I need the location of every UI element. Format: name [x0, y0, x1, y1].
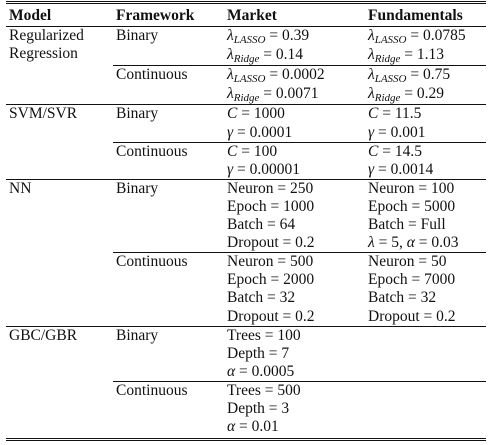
market-param-line: Trees = 100: [227, 326, 301, 344]
bottom-rule: [6, 438, 486, 439]
bottom-rule-double: [6, 440, 486, 441]
fundamentals-param-line: λRidge = 0.29: [368, 85, 445, 105]
framework-cell: Binary: [113, 104, 224, 143]
fundamentals-param-line: λ = 5, α = 0.03: [368, 234, 459, 252]
table-row: Continuous C = 100 γ = 0.00001 C = 14.5 γ = …: [6, 141, 486, 180]
market-param-line: Epoch = 1000: [227, 197, 315, 215]
header-row: Model Framework Market Fundamentals: [6, 3, 486, 28]
market-param-line: λRidge = 0.0071: [227, 85, 319, 105]
table-row: NN Binary Neuron = 250 Epoch = 1000 Batch = …: [6, 178, 486, 253]
market-param-line: γ = 0.0001: [227, 123, 293, 141]
model-cell: NN: [6, 178, 113, 253]
fundamentals-cell: [365, 380, 486, 437]
framework-cell: Continuous: [113, 141, 224, 180]
market-param-line: Dropout = 0.2: [227, 234, 315, 252]
market-param-line: Neuron = 500: [227, 253, 314, 271]
market-param-line: C = 100: [227, 142, 278, 160]
market-param-line: γ = 0.00001: [227, 160, 300, 178]
fundamentals-cell: Neuron = 100 Epoch = 5000 Batch = Full λ = …: [365, 178, 486, 253]
table-row: Regularized Regression Binary λLASSO = 0.3…: [6, 26, 486, 66]
market-param-line: Batch = 32: [227, 289, 296, 307]
fundamentals-param-line: Neuron = 100: [368, 179, 455, 197]
market-cell: Neuron = 500 Epoch = 2000 Batch = 32 Dropou…: [224, 252, 365, 327]
fundamentals-param-line: γ = 0.0014: [368, 160, 434, 178]
fundamentals-param-line: Batch = Full: [368, 216, 446, 234]
fundamentals-param-line: Batch = 32: [368, 289, 437, 307]
fundamentals-param-line: λRidge = 1.13: [368, 46, 445, 66]
market-cell: λLASSO = 0.39 λRidge = 0.14: [224, 26, 365, 66]
market-param-line: α = 0.0005: [227, 362, 295, 380]
fundamentals-param-line: λLASSO = 0.0785: [368, 27, 466, 47]
market-param-line: α = 0.01: [227, 418, 279, 436]
top-rule: [6, 1, 486, 2]
market-cell: C = 100 γ = 0.00001: [224, 141, 365, 180]
header-framework: Framework: [113, 3, 224, 28]
framework-cell: Continuous: [113, 380, 224, 437]
framework-cell: Binary: [113, 26, 224, 66]
model-cell: [6, 253, 113, 326]
header-fundamentals: Fundamentals: [365, 3, 486, 28]
market-param-line: Depth = 7: [227, 344, 290, 362]
framework-cell: Continuous: [113, 65, 224, 105]
model-cell: Regularized Regression: [6, 26, 113, 66]
fundamentals-param-line: Dropout = 0.2: [368, 307, 456, 325]
fundamentals-param-line: C = 11.5: [368, 105, 422, 123]
fundamentals-param-line: λLASSO = 0.75: [368, 66, 451, 86]
market-param-line: C = 1000: [227, 105, 285, 123]
fundamentals-cell: [365, 325, 486, 382]
fundamentals-param-line: Epoch = 7000: [368, 271, 456, 289]
market-param-line: λLASSO = 0.0002: [227, 66, 325, 86]
fundamentals-cell: C = 11.5 γ = 0.001: [365, 104, 486, 143]
market-cell: λLASSO = 0.0002 λRidge = 0.0071: [224, 65, 365, 105]
framework-cell: Binary: [113, 325, 224, 382]
fundamentals-cell: λLASSO = 0.75 λRidge = 0.29: [365, 65, 486, 105]
fundamentals-cell: Neuron = 50 Epoch = 7000 Batch = 32 Dropout…: [365, 252, 486, 327]
framework-cell: Continuous: [113, 252, 224, 327]
market-param-line: Dropout = 0.2: [227, 307, 315, 325]
table-row: Continuous λLASSO = 0.0002 λRidge = 0.0071…: [6, 65, 486, 105]
fundamentals-param-line: Epoch = 5000: [368, 197, 456, 215]
fundamentals-param-line: γ = 0.001: [368, 123, 426, 141]
model-cell: [6, 66, 113, 105]
market-param-line: Batch = 64: [227, 216, 296, 234]
market-param-line: Epoch = 2000: [227, 271, 315, 289]
hyperparameter-table: Model Framework Market Fundamentals Regu…: [6, 3, 486, 437]
market-param-line: λLASSO = 0.39: [227, 27, 310, 47]
fundamentals-cell: λLASSO = 0.0785 λRidge = 1.13: [365, 26, 486, 66]
market-cell: C = 1000 γ = 0.0001: [224, 104, 365, 143]
market-param-line: Depth = 3: [227, 399, 290, 417]
model-cell: [6, 142, 113, 179]
header-market: Market: [224, 3, 365, 28]
model-cell: [6, 381, 113, 436]
model-cell: GBC/GBR: [6, 325, 113, 382]
model-cell: SVM/SVR: [6, 104, 113, 143]
fundamentals-param-line: Neuron = 50: [368, 253, 447, 271]
market-param-line: λRidge = 0.14: [227, 46, 304, 66]
market-param-line: Neuron = 250: [227, 179, 314, 197]
table-row: SVM/SVR Binary C = 1000 γ = 0.0001 C = 11.5 γ…: [6, 104, 486, 143]
fundamentals-cell: C = 14.5 γ = 0.0014: [365, 141, 486, 180]
header-model: Model: [6, 3, 113, 28]
table-row: Continuous Neuron = 500 Epoch = 2000 Batch …: [6, 252, 486, 327]
market-cell: Neuron = 250 Epoch = 1000 Batch = 64 Dropou…: [224, 178, 365, 253]
fundamentals-param-line: C = 14.5: [368, 142, 422, 160]
market-param-line: Trees = 500: [227, 381, 301, 399]
framework-cell: Binary: [113, 178, 224, 253]
table-body: Regularized Regression Binary λLASSO = 0.3…: [6, 26, 486, 437]
